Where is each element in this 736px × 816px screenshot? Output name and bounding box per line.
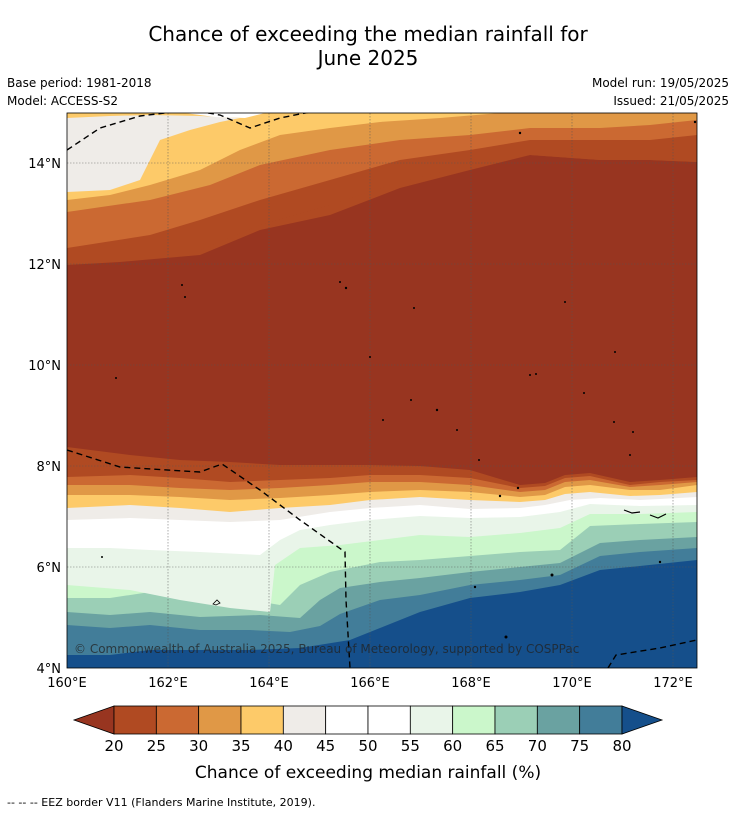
model-run: Model run: 19/05/2025 xyxy=(591,76,729,90)
colorbar-tick-label: 55 xyxy=(401,737,420,755)
lat-label: 10°N xyxy=(28,359,61,374)
colorbar-tick-label: 45 xyxy=(316,737,335,755)
colorbar-tick-label: 30 xyxy=(189,737,208,755)
colorbar-tick-label: 20 xyxy=(104,737,123,755)
graticule xyxy=(67,113,697,668)
colorbar-swatch xyxy=(494,705,538,735)
lon-label: 162°E xyxy=(148,676,188,691)
lon-label: 160°E xyxy=(47,676,87,691)
colorbar-swatch xyxy=(240,705,284,735)
colorbar-arrow-high xyxy=(621,705,664,735)
lon-label: 166°E xyxy=(350,676,390,691)
rainfall-map xyxy=(67,113,697,668)
colorbar-tick-label: 65 xyxy=(485,737,504,755)
base-period: Base period: 1981-2018 xyxy=(7,76,152,90)
colorbar-tick-label: 35 xyxy=(231,737,250,755)
colorbar-swatch xyxy=(452,705,496,735)
lat-labels: 14°N 12°N 10°N 8°N 6°N 4°N xyxy=(28,157,61,677)
island-chain xyxy=(623,509,667,519)
lat-label: 8°N xyxy=(37,460,62,475)
colorbar-tick-label: 75 xyxy=(570,737,589,755)
lon-label: 164°E xyxy=(249,676,289,691)
colorbar-swatch xyxy=(155,705,200,735)
colorbar-arrow-low xyxy=(72,705,115,735)
colorbar-swatch xyxy=(579,705,623,735)
colorbar-tick-label: 70 xyxy=(528,737,547,755)
model-name: Model: ACCESS-S2 xyxy=(7,94,119,108)
lat-label: 12°N xyxy=(28,258,61,273)
lat-label: 6°N xyxy=(37,561,62,576)
colorbar-swatch xyxy=(198,705,242,735)
map-title-line2: June 2025 xyxy=(317,46,419,70)
copyright-text: © Commonwealth of Australia 2025, Bureau… xyxy=(74,642,579,656)
colorbar-tick-label: 40 xyxy=(274,737,293,755)
colorbar-swatch xyxy=(282,705,327,735)
lon-label: 172°E xyxy=(653,676,693,691)
colorbar-swatch xyxy=(113,705,157,735)
atoll xyxy=(212,599,221,606)
colorbar-swatch xyxy=(325,705,369,735)
map-frame xyxy=(66,112,698,669)
band-below-20 xyxy=(67,155,697,485)
colorbar-tick-label: 50 xyxy=(358,737,377,755)
lat-label: 4°N xyxy=(37,662,62,677)
colorbar-swatch xyxy=(367,705,411,735)
meta-left: Base period: 1981-2018 Model: ACCESS-S2 xyxy=(7,74,152,110)
colorbar-swatch xyxy=(536,705,581,735)
colorbar: 20 25 30 35 40 45 50 55 60 65 70 75 80 xyxy=(72,705,664,755)
colorbar-swatch xyxy=(409,705,454,735)
lon-labels: 160°E 162°E 164°E 166°E 168°E 170°E 172°… xyxy=(47,676,693,691)
islands xyxy=(101,120,697,639)
colorbar-tick-label: 60 xyxy=(443,737,462,755)
meta-right: Model run: 19/05/2025 Issued: 21/05/2025 xyxy=(592,74,729,110)
colorbar-tick-label: 25 xyxy=(147,737,166,755)
north-band-40-45 xyxy=(67,115,240,192)
lon-label: 170°E xyxy=(552,676,592,691)
lon-label: 168°E xyxy=(451,676,491,691)
colorbar-label: Chance of exceeding median rainfall (%) xyxy=(195,763,541,783)
lat-label: 14°N xyxy=(28,157,61,172)
eez-border xyxy=(67,113,697,668)
map-title: Chance of exceeding the median rainfall … xyxy=(0,22,736,70)
eez-legend: -- -- -- EEZ border V11 (Flanders Marine… xyxy=(7,796,316,809)
issued-date: Issued: 21/05/2025 xyxy=(613,94,729,108)
colorbar-tick-label: 80 xyxy=(612,737,631,755)
map-title-line1: Chance of exceeding the median rainfall … xyxy=(148,22,588,46)
north-patch-45-50 xyxy=(185,113,265,118)
